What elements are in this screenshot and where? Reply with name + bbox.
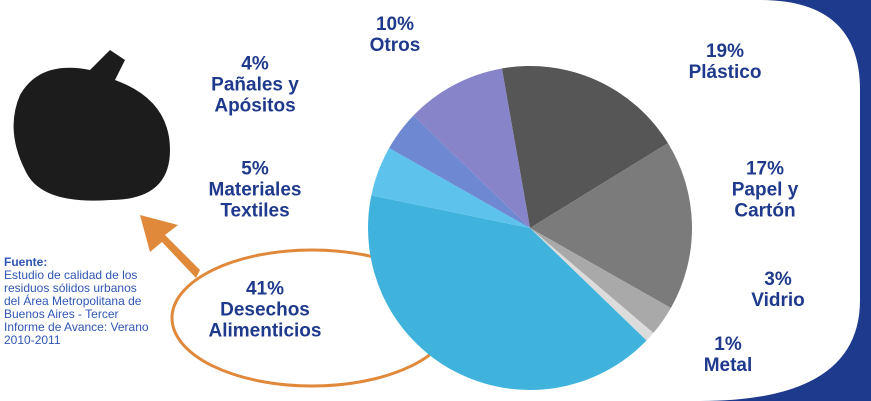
value-label: 19% <box>705 41 745 62</box>
category-label: Plástico <box>688 62 762 83</box>
arrow-icon <box>140 215 200 278</box>
value-label: 17% <box>745 158 785 180</box>
value-label: 1% <box>714 334 742 355</box>
category-label: Papel y Cartón <box>731 179 799 222</box>
background-border <box>700 0 871 401</box>
source-note: Fuente: Estudio de calidad de los residu… <box>4 256 154 347</box>
slice-label: 4% Pañales y Apósitos <box>195 54 315 117</box>
trash-bag-icon <box>13 50 171 201</box>
category-label: Metal <box>703 355 753 376</box>
source-title: Fuente: <box>4 255 48 269</box>
category-label: Vidrio <box>751 290 805 311</box>
pie-slice <box>371 147 530 228</box>
pie-slice <box>530 228 671 333</box>
value-label: 5% <box>241 158 269 180</box>
slice-label: 19% Plástico <box>665 41 785 83</box>
category-label: Materiales Textiles <box>208 179 302 222</box>
value-label: 3% <box>764 269 792 290</box>
slice-label: 41% Desechos Alimenticios <box>200 279 330 342</box>
category-label: Desechos Alimenticios <box>208 299 322 342</box>
value-label: 10% <box>375 14 415 35</box>
category-label: Otros <box>369 35 421 56</box>
source-text: Estudio de calidad de los residuos sólid… <box>4 268 149 347</box>
slice-label: 3% Vidrio <box>738 269 818 311</box>
pie-slice <box>530 143 692 309</box>
slice-label: 17% Papel y Cartón <box>710 159 820 222</box>
pie-slice <box>367 195 647 390</box>
value-label: 4% <box>241 53 269 75</box>
pie-slice <box>389 115 530 228</box>
pie-slice <box>530 228 654 341</box>
slice-label: 1% Metal <box>688 334 768 376</box>
value-label: 41% <box>245 278 285 300</box>
pie-slice <box>501 66 668 229</box>
category-label: Pañales y Apósitos <box>211 74 299 117</box>
pie-slice <box>413 68 530 228</box>
slice-label: 5% Materiales Textiles <box>195 159 315 222</box>
slice-label: 10% Otros <box>355 14 435 56</box>
